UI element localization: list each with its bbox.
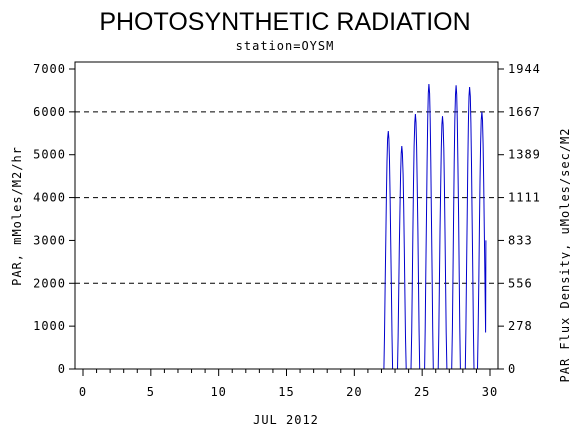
y-tick-label: 0 xyxy=(58,362,66,376)
y-tick-label: 6000 xyxy=(33,105,66,119)
y2-tick-label: 0 xyxy=(508,362,516,376)
x-axis-label: JUL 2012 xyxy=(253,413,319,427)
y-tick-label: 1000 xyxy=(33,319,66,333)
y-axis-right: 0 278 556 833 1111 1389 1667 1944 xyxy=(498,62,541,376)
y2-tick-label: 556 xyxy=(508,276,533,290)
y2-axis-label: PAR Flux Density, uMoles/sec/M2 xyxy=(558,128,570,383)
y-tick-label: 7000 xyxy=(33,62,66,76)
x-tick-label: 10 xyxy=(210,385,226,399)
par-series-line xyxy=(382,83,487,370)
y2-tick-label: 1667 xyxy=(508,105,541,119)
x-axis: 0 5 10 15 20 25 30 xyxy=(79,369,498,399)
chart-subtitle: station=OYSM xyxy=(236,39,335,53)
x-tick-label: 25 xyxy=(414,385,430,399)
x-tick-label: 20 xyxy=(346,385,362,399)
chart-title: PHOTOSYNTHETIC RADIATION xyxy=(99,8,470,36)
y2-tick-label: 1944 xyxy=(508,62,541,76)
y-axis-left: 0 1000 2000 3000 4000 5000 6000 7000 xyxy=(33,62,75,376)
y-axis-label: PAR, mMoles/M2/hr xyxy=(10,146,24,286)
y2-tick-label: 833 xyxy=(508,233,533,247)
x-tick-label: 15 xyxy=(278,385,294,399)
x-tick-label: 30 xyxy=(482,385,498,399)
y-tick-label: 3000 xyxy=(33,233,66,247)
x-tick-label: 0 xyxy=(79,385,87,399)
gridlines xyxy=(75,111,498,284)
y2-tick-label: 1111 xyxy=(508,191,541,205)
y-tick-label: 2000 xyxy=(33,276,66,290)
y-tick-label: 4000 xyxy=(33,191,66,205)
plot-frame xyxy=(74,61,499,370)
x-tick-label: 5 xyxy=(147,385,155,399)
y2-tick-label: 278 xyxy=(508,319,533,333)
series-par xyxy=(382,83,487,370)
y-tick-label: 5000 xyxy=(33,148,66,162)
y2-tick-label: 1389 xyxy=(508,148,541,162)
